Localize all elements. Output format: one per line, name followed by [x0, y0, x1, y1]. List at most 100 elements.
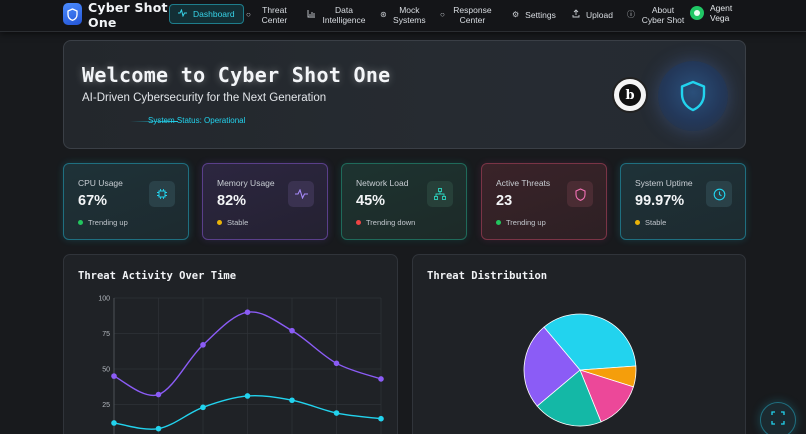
network-icon — [427, 181, 453, 207]
stat-value: 82% — [217, 193, 247, 209]
shield-icon — [658, 61, 728, 131]
logo-shield-icon[interactable] — [63, 3, 82, 25]
agent-status-icon — [690, 6, 704, 20]
pie-slice[interactable] — [523, 326, 581, 407]
stat-card-uptime[interactable]: System Uptime 99.97% Stable — [620, 163, 746, 240]
panel-title: Threat Distribution — [427, 270, 548, 282]
data-point[interactable] — [333, 360, 340, 367]
hero-subtitle: AI-Driven Cybersecurity for the Next Gen… — [82, 92, 327, 104]
cog-dot-icon: ⊛ — [380, 10, 387, 19]
data-point[interactable] — [155, 391, 162, 398]
trend-dot-icon — [496, 220, 501, 225]
y-tick-label: 75 — [102, 331, 110, 338]
stat-label: Memory Usage — [217, 178, 275, 188]
stat-trend-label: Trending down — [366, 218, 416, 227]
stat-card-network[interactable]: Network Load 45% Trending down — [341, 163, 467, 240]
trend-dot-icon — [217, 220, 222, 225]
nav-data-intelligence[interactable]: Data Intelligence — [307, 0, 367, 30]
y-tick-label: 25 — [102, 402, 110, 409]
data-point[interactable] — [244, 393, 251, 399]
top-nav: Cyber Shot One Dashboard ○ Threat Center… — [0, 0, 806, 32]
threat-activity-panel: Threat Activity Over Time 100 75 50 25 — [63, 254, 398, 434]
stat-card-memory[interactable]: Memory Usage 82% Stable — [202, 163, 328, 240]
pie-slice[interactable] — [543, 313, 637, 371]
cpu-chip-icon — [149, 181, 175, 207]
welcome-banner: Welcome to Cyber Shot One AI-Driven Cybe… — [63, 40, 746, 149]
dot-circle-icon: ○ — [246, 10, 251, 19]
y-tick-label: 50 — [102, 367, 110, 374]
nav-about[interactable]: ⓘ About Cyber Shot — [627, 0, 685, 30]
bar-chart-icon — [307, 9, 315, 21]
pulse-icon — [178, 8, 187, 20]
activity-icon — [288, 181, 314, 207]
panel-title: Threat Activity Over Time — [78, 270, 237, 282]
shield-icon — [567, 181, 593, 207]
data-point[interactable] — [200, 342, 206, 348]
stat-trend: Trending up — [496, 218, 546, 227]
nav-mock-systems[interactable]: ⊛ Mock Systems — [380, 0, 426, 30]
stat-label: System Uptime — [635, 178, 693, 188]
threat-distribution-chart — [523, 313, 637, 427]
data-point[interactable] — [378, 415, 384, 422]
stat-value: 23 — [496, 193, 513, 209]
fullscreen-button[interactable] — [760, 402, 796, 434]
stat-label: Active Threats — [496, 178, 551, 188]
stat-trend: Trending down — [356, 218, 415, 227]
expand-icon — [771, 410, 785, 430]
dot-circle-icon: ○ — [440, 10, 445, 19]
data-point[interactable] — [111, 420, 117, 426]
nav-data-intelligence-label: Data Intelligence — [322, 5, 366, 25]
brand-name[interactable]: Cyber Shot One — [88, 0, 168, 30]
gear-icon: ⚙ — [512, 10, 520, 19]
threat-activity-chart: 100 75 50 25 — [98, 296, 384, 434]
nav-settings[interactable]: ⚙ Settings — [512, 0, 556, 30]
stat-value: 45% — [356, 193, 386, 209]
badge-letter: b — [619, 84, 641, 106]
hero-title: Welcome to Cyber Shot One — [82, 63, 391, 87]
data-point[interactable] — [333, 410, 340, 416]
stat-label: Network Load — [356, 178, 409, 188]
trend-dot-icon — [635, 220, 640, 225]
stat-label: CPU Usage — [78, 178, 123, 188]
status-line — [130, 121, 178, 122]
certification-badge-icon: b — [612, 77, 648, 113]
system-status: System Status: Operational — [148, 116, 246, 125]
data-point[interactable] — [155, 425, 162, 432]
pie-slice[interactable] — [536, 369, 602, 427]
clock-icon — [706, 181, 732, 207]
agent-profile[interactable]: Agent Vega — [690, 3, 740, 23]
trend-dot-icon — [78, 220, 83, 225]
stat-trend-label: Trending up — [506, 218, 546, 227]
trend-dot-icon — [356, 220, 361, 225]
data-point[interactable] — [111, 373, 117, 379]
data-point[interactable] — [289, 397, 295, 404]
nav-response-center[interactable]: ○ Response Center — [440, 0, 494, 30]
nav-dashboard[interactable]: Dashboard — [169, 4, 244, 24]
y-tick-label: 100 — [98, 296, 110, 303]
nav-settings-label: Settings — [525, 10, 556, 20]
stat-trend-label: Trending up — [88, 218, 128, 227]
agent-name: Agent Vega — [710, 3, 733, 23]
stat-trend: Trending up — [78, 218, 128, 227]
nav-dashboard-label: Dashboard — [193, 9, 235, 19]
stat-trend-label: Stable — [645, 218, 667, 227]
stat-trend: Stable — [217, 218, 248, 227]
nav-about-label: About Cyber Shot — [641, 5, 685, 25]
nav-response-center-label: Response Center — [453, 5, 492, 25]
nav-mock-systems-label: Mock Systems — [393, 5, 426, 25]
data-point[interactable] — [244, 309, 251, 315]
stat-card-cpu[interactable]: CPU Usage 67% Trending up — [63, 163, 189, 240]
nav-threat-center[interactable]: ○ Threat Center — [246, 0, 292, 30]
stat-value: 67% — [78, 193, 108, 209]
nav-upload-label: Upload — [586, 10, 613, 20]
upload-icon — [572, 9, 580, 21]
info-icon: ⓘ — [627, 10, 635, 19]
nav-threat-center-label: Threat Center — [261, 5, 288, 25]
data-point[interactable] — [289, 327, 295, 334]
data-point[interactable] — [378, 376, 384, 382]
stat-trend-label: Stable — [227, 218, 249, 227]
stat-card-threats[interactable]: Active Threats 23 Trending up — [481, 163, 607, 240]
data-point[interactable] — [200, 404, 206, 411]
stat-value: 99.97% — [635, 193, 685, 209]
nav-upload[interactable]: Upload — [572, 0, 613, 30]
